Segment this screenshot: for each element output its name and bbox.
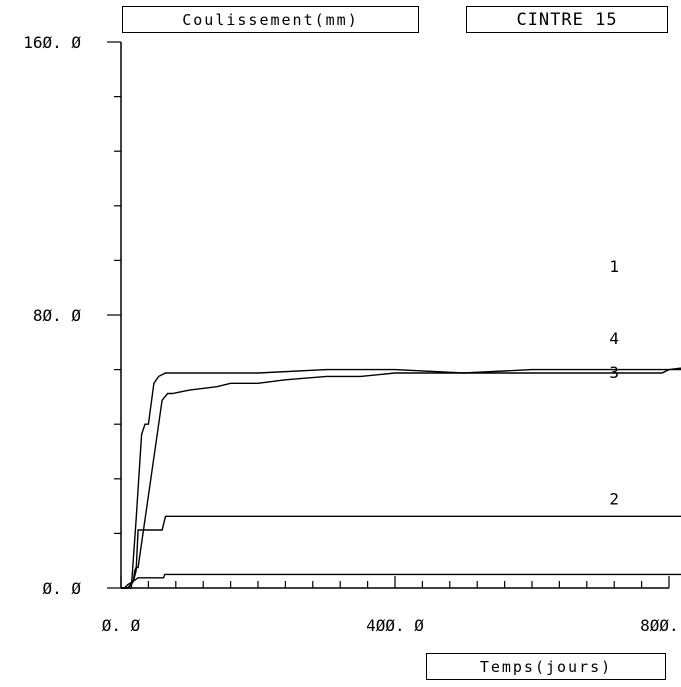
chart-title: CINTRE 15 [466,6,668,33]
y-tick-label: Ø. Ø [42,579,81,598]
series-labels: 1 2 3 4 [609,257,619,508]
x-tick-label: Ø. Ø [102,616,141,635]
series-line-2 [121,515,681,589]
series-line-3 [121,368,681,589]
ticks [107,41,670,589]
axes [120,42,669,589]
x-tick-label: 8ØØ. Ø [640,616,681,635]
y-tick-label: 16Ø. Ø [23,33,81,52]
y-axis-label: Coulissement(mm) [122,6,419,33]
x-tick-label: 4ØØ. Ø [366,616,424,635]
series-line-1 [121,573,681,589]
x-axis-label: Temps(jours) [426,653,666,680]
series-label-1: 1 [609,257,619,276]
series-label-4: 4 [609,329,619,348]
series-lines [121,367,681,589]
series-line-4 [121,367,681,589]
series-label-2: 2 [609,489,619,508]
tick-labels: Ø. Ø 8Ø. Ø 16Ø. Ø Ø. Ø 4ØØ. Ø 8ØØ. Ø [23,33,681,635]
y-tick-label: 8Ø. Ø [33,306,82,325]
series-label-3: 3 [609,363,619,382]
